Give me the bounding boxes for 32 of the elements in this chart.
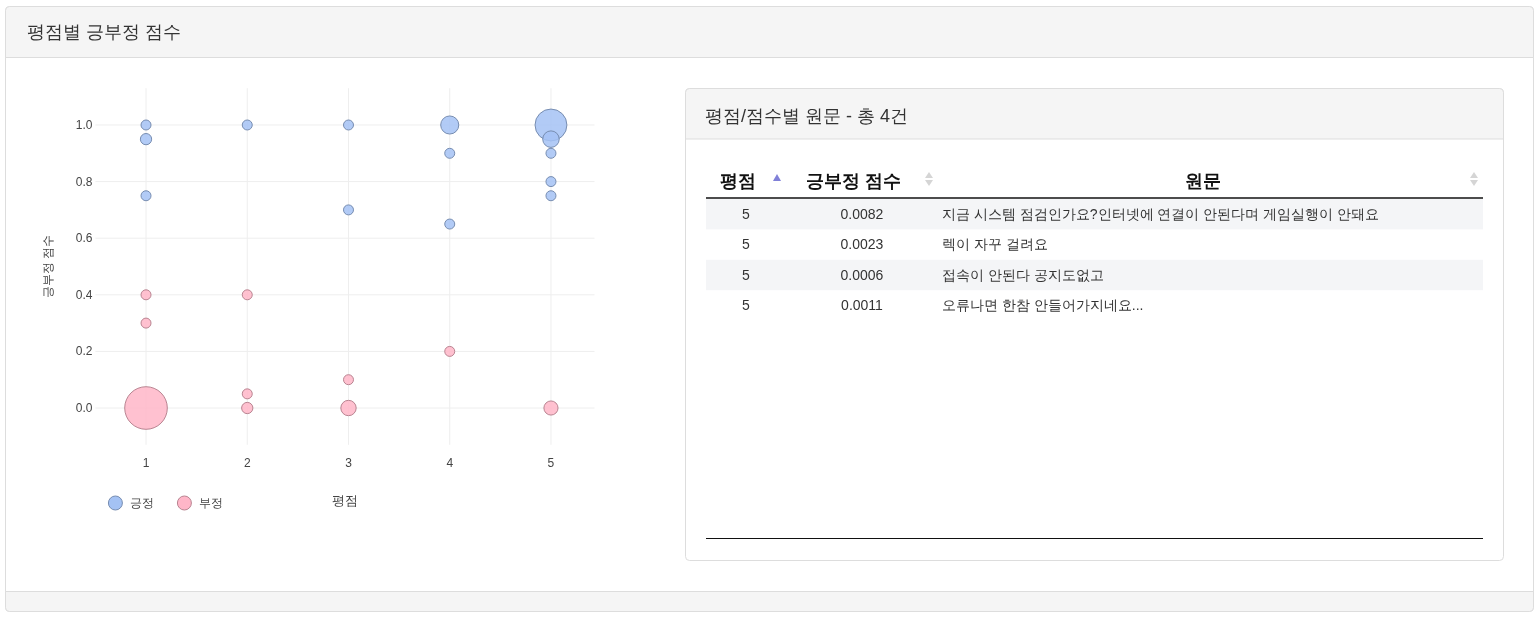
text: 렉이 자꾸 걸려요 — [942, 236, 1048, 253]
text: 0.0082 — [840, 206, 884, 222]
y-tick-label: 1.0 — [75, 117, 93, 132]
category-label: 평점 — [720, 171, 756, 191]
text: 평점/점수별 원문 - 총 4건 — [705, 106, 909, 126]
text: 0.0023 — [840, 236, 884, 253]
x-tick-label: 2 — [243, 455, 251, 470]
legend-label: 긍정 — [130, 496, 155, 510]
y-tick-label: 0.8 — [75, 174, 93, 189]
y-tick-label: 0.0 — [75, 401, 93, 416]
y-tick-label: 0.6 — [75, 231, 93, 246]
category-label: 원문 — [1184, 171, 1221, 191]
text: 접속이 안된다 공지도없고 — [942, 266, 1104, 283]
text: 0.0011 — [841, 297, 884, 314]
text: 5 — [742, 236, 751, 253]
y-tick-label: 0.2 — [75, 344, 93, 359]
text: 5 — [742, 266, 751, 283]
chart-title: 평점별 긍부정 점수 — [27, 22, 182, 42]
x-axis-title: 평점 — [331, 493, 358, 508]
x-tick-label: 3 — [345, 455, 353, 470]
text: 오류나면 한참 안들어가지네요... — [942, 297, 1144, 314]
x-tick-label: 4 — [446, 455, 454, 470]
x-tick-label: 1 — [142, 455, 150, 470]
text: 5 — [742, 297, 751, 314]
y-axis-title: 긍부정 점수 — [41, 234, 55, 299]
text: 지금 시스템 점검인가요?인터넷에 연결이 안된다며 게임실행이 안돼요 — [942, 206, 1380, 222]
category-label: 긍부정 점수 — [806, 171, 902, 191]
text: 5 — [742, 206, 751, 222]
text: 0.0006 — [840, 266, 884, 283]
x-tick-label: 5 — [547, 455, 555, 470]
legend-label: 부정 — [199, 496, 224, 510]
y-tick-label: 0.4 — [75, 287, 93, 302]
